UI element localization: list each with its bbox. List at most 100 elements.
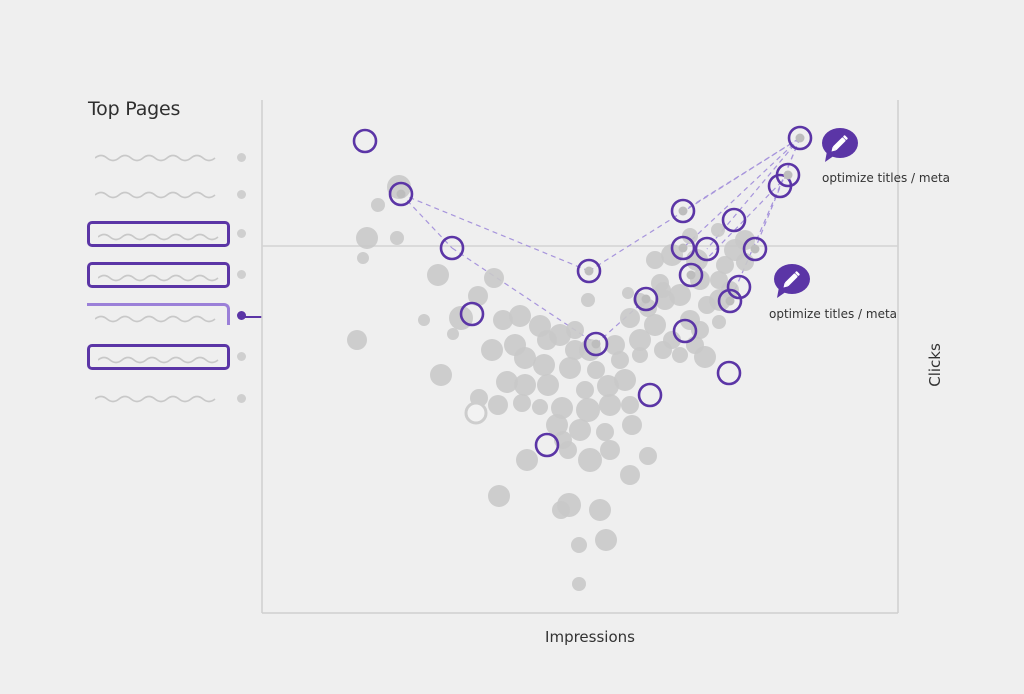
pencil-speech-icon[interactable] xyxy=(821,127,859,165)
row-dot[interactable] xyxy=(237,311,246,320)
highlighted-point[interactable] xyxy=(459,301,485,327)
data-point xyxy=(599,394,621,416)
placeholder-text xyxy=(98,356,219,364)
placeholder-text xyxy=(98,233,219,241)
data-point xyxy=(427,264,449,286)
highlighted-point[interactable] xyxy=(439,235,465,261)
highlighted-point[interactable] xyxy=(678,262,704,288)
page-row[interactable] xyxy=(87,221,230,247)
data-point xyxy=(576,398,600,422)
page-row[interactable] xyxy=(87,145,230,171)
data-point xyxy=(572,577,586,591)
annotation-label: optimize titles / meta xyxy=(769,307,898,321)
highlighted-point[interactable] xyxy=(583,331,609,357)
highlighted-point[interactable] xyxy=(721,207,747,233)
data-point xyxy=(712,315,726,329)
highlighted-point[interactable] xyxy=(775,162,801,188)
data-point xyxy=(669,284,691,306)
data-point xyxy=(513,394,531,412)
annotation-label: optimize titles / meta xyxy=(822,171,951,185)
data-point xyxy=(347,330,367,350)
highlighted-point[interactable] xyxy=(576,258,602,284)
data-point xyxy=(468,286,488,306)
row-dot[interactable] xyxy=(237,153,246,162)
data-point xyxy=(549,324,571,346)
row-dot[interactable] xyxy=(237,352,246,361)
page-row[interactable] xyxy=(87,303,230,325)
highlighted-point[interactable] xyxy=(716,360,742,386)
y-axis-label: Clicks xyxy=(926,343,944,387)
data-point xyxy=(596,423,614,441)
data-point xyxy=(509,305,531,327)
row-dot[interactable] xyxy=(237,394,246,403)
data-point xyxy=(371,198,385,212)
row-dot[interactable] xyxy=(237,270,246,279)
data-point xyxy=(646,251,664,269)
data-point xyxy=(620,308,640,328)
data-point xyxy=(614,369,636,391)
highlighted-point[interactable] xyxy=(534,432,560,458)
highlighted-point[interactable] xyxy=(694,236,720,262)
data-point xyxy=(589,499,611,521)
data-point xyxy=(632,347,648,363)
highlighted-point[interactable] xyxy=(352,128,378,154)
gray-bubbles xyxy=(347,175,755,591)
data-point xyxy=(559,441,577,459)
page-row[interactable] xyxy=(87,344,230,370)
placeholder-text xyxy=(95,154,216,162)
data-point xyxy=(356,227,378,249)
highlighted-point[interactable] xyxy=(742,236,768,262)
data-point xyxy=(672,347,688,363)
data-point xyxy=(532,399,548,415)
placeholder-text xyxy=(95,191,216,199)
highlighted-point[interactable] xyxy=(633,286,659,312)
row-dot[interactable] xyxy=(237,229,246,238)
highlighted-point[interactable] xyxy=(787,125,813,151)
data-point xyxy=(622,287,634,299)
data-point xyxy=(430,364,452,386)
data-point xyxy=(622,415,642,435)
hollow-bubbles xyxy=(464,401,488,425)
page-row[interactable] xyxy=(87,262,230,288)
data-point xyxy=(620,465,640,485)
data-point xyxy=(595,529,617,551)
sidebar-title: Top Pages xyxy=(88,98,181,120)
data-point xyxy=(576,381,594,399)
highlighted-point[interactable] xyxy=(670,198,696,224)
data-point xyxy=(571,537,587,553)
pencil-speech-icon[interactable] xyxy=(773,263,811,301)
data-point xyxy=(493,310,513,330)
data-point xyxy=(581,293,595,307)
data-point xyxy=(481,339,503,361)
highlighted-point[interactable] xyxy=(726,274,752,300)
data-point xyxy=(537,374,559,396)
data-point xyxy=(654,341,672,359)
highlighted-bubbles xyxy=(352,125,813,458)
data-point xyxy=(735,230,755,250)
data-point xyxy=(716,256,734,274)
data-point xyxy=(600,440,620,460)
highlighted-point[interactable] xyxy=(637,382,663,408)
highlighted-point[interactable] xyxy=(670,235,696,261)
data-point xyxy=(629,329,651,351)
row-dot[interactable] xyxy=(237,190,246,199)
data-point xyxy=(578,448,602,472)
highlighted-point[interactable] xyxy=(672,318,698,344)
page-row[interactable] xyxy=(87,182,230,208)
data-point xyxy=(611,351,629,369)
data-point xyxy=(552,501,570,519)
data-point xyxy=(566,321,584,339)
highlighted-point[interactable] xyxy=(388,181,414,207)
data-point xyxy=(597,375,619,397)
data-point xyxy=(655,282,671,298)
placeholder-text xyxy=(95,315,216,323)
page-row[interactable] xyxy=(87,386,230,412)
data-point xyxy=(533,354,555,376)
data-point xyxy=(514,347,536,369)
highlighted-point[interactable] xyxy=(717,288,743,314)
hollow-data-point xyxy=(464,401,488,425)
data-point xyxy=(447,328,459,340)
data-point xyxy=(711,223,725,237)
data-point xyxy=(639,447,657,465)
